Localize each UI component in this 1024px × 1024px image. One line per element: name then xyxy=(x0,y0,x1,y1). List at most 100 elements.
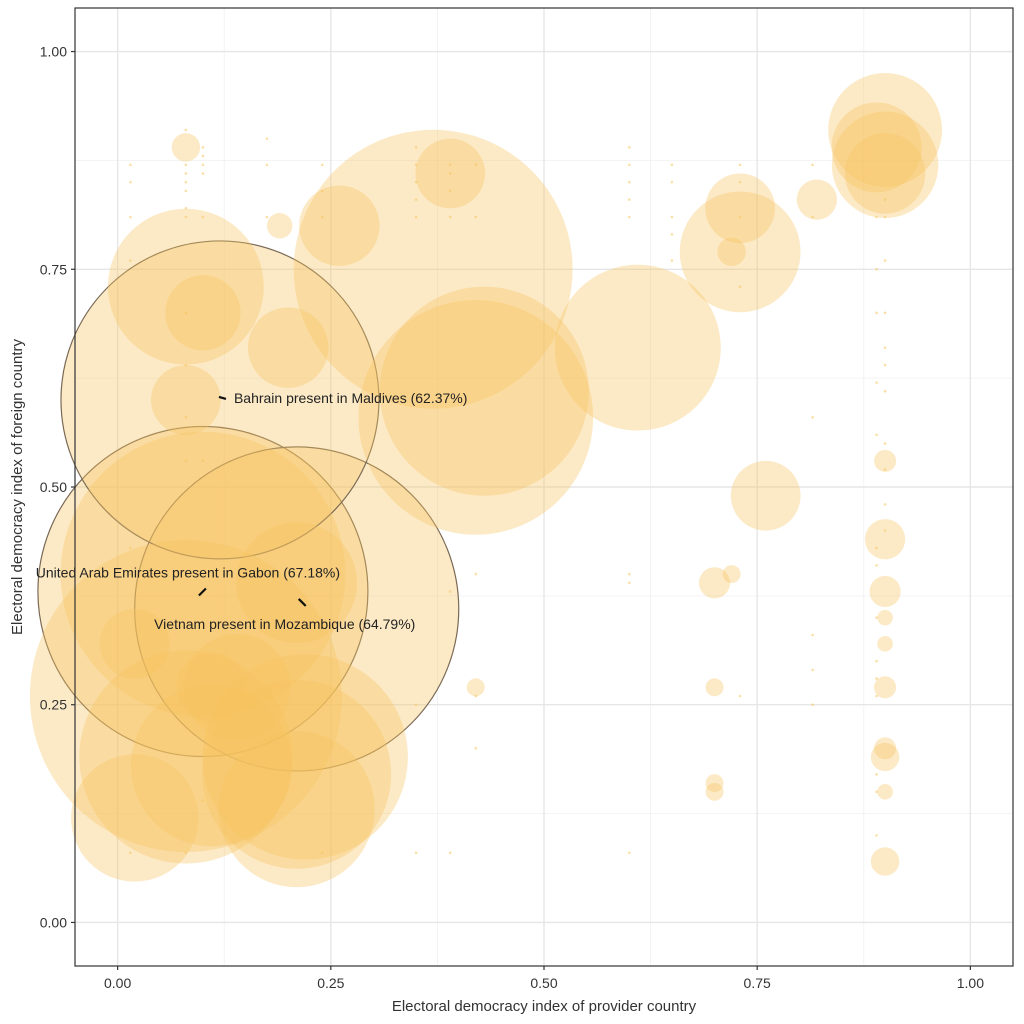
bubble xyxy=(874,449,897,472)
small-dot xyxy=(875,267,878,271)
bubble xyxy=(218,731,375,888)
highlighted-bubble xyxy=(134,446,460,772)
small-dot xyxy=(883,442,887,445)
bubble xyxy=(554,264,721,431)
small-dot xyxy=(811,416,814,419)
small-dot xyxy=(320,215,324,219)
small-dot xyxy=(474,746,478,750)
small-dot xyxy=(738,180,742,184)
small-dot xyxy=(883,468,887,471)
small-dot xyxy=(738,163,742,167)
small-dot xyxy=(627,163,631,167)
bubble xyxy=(176,652,247,723)
bubble xyxy=(705,678,724,697)
small-dot xyxy=(875,694,878,698)
small-dot xyxy=(201,459,205,463)
small-dot xyxy=(670,215,674,219)
bubble xyxy=(358,299,594,535)
small-dot xyxy=(129,180,132,184)
small-dot xyxy=(738,215,742,219)
small-dot xyxy=(883,529,887,532)
small-dot xyxy=(414,163,418,167)
annotation-label: Bahrain present in Maldives (62.37%) xyxy=(234,390,467,406)
small-dot xyxy=(414,146,418,149)
bubble xyxy=(844,133,926,214)
small-dot xyxy=(448,851,452,855)
small-dot xyxy=(201,215,205,219)
small-dot xyxy=(201,146,205,149)
bubble xyxy=(293,129,573,409)
small-dot xyxy=(414,851,418,855)
small-dot xyxy=(448,189,452,193)
small-dot xyxy=(875,834,878,837)
x-tick-label: 0.50 xyxy=(530,975,557,991)
small-dot xyxy=(811,703,814,707)
small-dot xyxy=(184,459,188,463)
bubble xyxy=(877,784,893,800)
bubble xyxy=(828,72,943,187)
small-dot xyxy=(320,851,324,855)
bubbles xyxy=(29,72,943,888)
bubble xyxy=(705,782,724,801)
small-dot xyxy=(875,659,878,663)
small-dot xyxy=(184,128,188,132)
small-dot xyxy=(627,851,631,855)
small-dot xyxy=(265,215,269,219)
small-dot xyxy=(670,259,674,262)
small-dot xyxy=(184,163,188,167)
bubble xyxy=(29,540,342,852)
small-dot xyxy=(875,616,878,619)
bubble xyxy=(202,654,408,860)
small-dot xyxy=(129,851,132,855)
bubble xyxy=(79,650,293,864)
x-axis: 0.00 0.25 0.50 0.75 1.00 xyxy=(104,966,984,991)
bubble xyxy=(877,609,893,626)
annotation-label: United Arab Emirates present in Gabon (6… xyxy=(36,565,340,581)
small-dot xyxy=(883,198,887,201)
small-dot xyxy=(129,546,132,550)
small-dot xyxy=(184,180,188,184)
small-dot xyxy=(883,346,887,349)
bubble xyxy=(171,133,201,162)
small-dot xyxy=(627,146,631,149)
small-dot xyxy=(184,189,188,193)
bubble xyxy=(415,138,486,209)
small-dot xyxy=(875,773,878,776)
small-dot xyxy=(883,503,887,506)
small-dot xyxy=(875,311,878,315)
small-dot xyxy=(414,215,418,219)
small-dot xyxy=(627,572,631,576)
y-axis-title: Electoral democracy index of foreign cou… xyxy=(9,339,26,635)
bubble xyxy=(99,608,170,679)
bubble xyxy=(870,742,900,772)
small-dot xyxy=(448,163,452,167)
bubble xyxy=(71,754,199,882)
small-dot xyxy=(883,215,887,219)
small-dot xyxy=(670,233,674,236)
bubble xyxy=(247,307,329,388)
bubble xyxy=(874,676,897,699)
small-dot xyxy=(883,259,887,262)
x-tick-label: 0.25 xyxy=(317,975,344,991)
small-dot xyxy=(875,433,878,437)
gridlines xyxy=(75,8,1013,966)
bubble xyxy=(869,575,901,608)
small-dot xyxy=(129,259,132,262)
small-dot xyxy=(875,546,878,550)
small-dot xyxy=(129,572,132,576)
bubble xyxy=(130,685,292,847)
small-dot xyxy=(738,285,742,288)
small-dot xyxy=(184,851,188,855)
y-tick-label: 0.50 xyxy=(40,479,67,495)
bubble xyxy=(60,431,346,717)
bubble xyxy=(730,460,801,531)
small-dot xyxy=(627,180,631,184)
bubble xyxy=(831,102,922,193)
small-dot xyxy=(414,703,418,707)
small-dot xyxy=(201,799,205,802)
annotation-leader xyxy=(218,395,227,400)
small-dot xyxy=(474,572,478,576)
small-dot xyxy=(448,590,452,593)
bubble xyxy=(722,565,741,584)
small-dot xyxy=(474,694,478,698)
